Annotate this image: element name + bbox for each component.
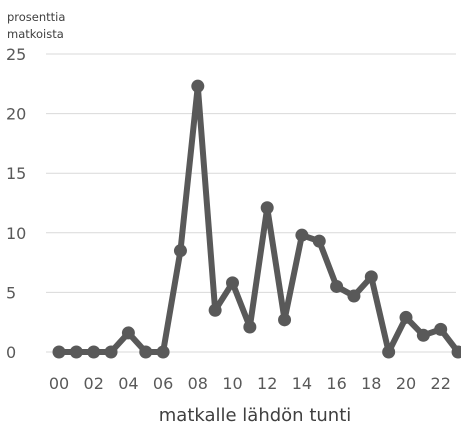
data-point-15 bbox=[313, 235, 326, 248]
series-line-0 bbox=[59, 86, 458, 352]
data-point-09 bbox=[209, 304, 222, 317]
y-tick-label-0: 0 bbox=[6, 343, 16, 362]
data-point-19 bbox=[382, 346, 395, 359]
x-tick-label-22: 22 bbox=[431, 374, 451, 393]
data-point-06 bbox=[157, 346, 170, 359]
y-axis-unit-label-line2: matkoista bbox=[7, 27, 64, 41]
y-tick-label-10: 10 bbox=[6, 224, 26, 243]
data-point-08 bbox=[191, 80, 204, 93]
x-tick-label-18: 18 bbox=[361, 374, 381, 393]
x-tick-label-12: 12 bbox=[257, 374, 277, 393]
y-tick-label-15: 15 bbox=[6, 164, 26, 183]
data-point-12 bbox=[261, 201, 274, 214]
series-layer bbox=[53, 80, 461, 359]
x-axis-title: matkalle lähdön tunti bbox=[159, 405, 352, 426]
data-point-00 bbox=[53, 346, 66, 359]
data-point-14 bbox=[295, 229, 308, 242]
y-tick-label-25: 25 bbox=[6, 45, 26, 64]
x-tick-labels: 00 02 04 06 08 10 12 14 16 18 20 22 bbox=[49, 374, 451, 393]
data-point-01 bbox=[70, 346, 83, 359]
x-tick-label-00: 00 bbox=[49, 374, 69, 393]
data-point-07 bbox=[174, 244, 187, 257]
data-point-18 bbox=[365, 270, 378, 283]
data-point-17 bbox=[347, 289, 360, 302]
x-tick-label-16: 16 bbox=[326, 374, 346, 393]
data-point-13 bbox=[278, 313, 291, 326]
data-point-04 bbox=[122, 326, 135, 339]
data-point-05 bbox=[139, 346, 152, 359]
data-point-11 bbox=[243, 320, 256, 333]
x-tick-label-20: 20 bbox=[396, 374, 416, 393]
x-tick-label-02: 02 bbox=[84, 374, 104, 393]
data-point-03 bbox=[105, 346, 118, 359]
data-point-16 bbox=[330, 280, 343, 293]
y-tick-labels: 0 5 10 15 20 25 bbox=[6, 45, 26, 362]
data-point-10 bbox=[226, 276, 239, 289]
y-axis-unit-label-line1: prosenttia bbox=[7, 10, 65, 24]
data-point-22 bbox=[434, 323, 447, 336]
y-tick-label-5: 5 bbox=[6, 283, 16, 302]
x-tick-label-06: 06 bbox=[153, 374, 173, 393]
data-point-21 bbox=[417, 329, 430, 342]
x-tick-label-08: 08 bbox=[188, 374, 208, 393]
x-tick-label-04: 04 bbox=[118, 374, 138, 393]
data-point-02 bbox=[87, 346, 100, 359]
y-tick-label-20: 20 bbox=[6, 105, 26, 124]
x-tick-label-10: 10 bbox=[222, 374, 242, 393]
x-tick-label-14: 14 bbox=[292, 374, 312, 393]
data-point-20 bbox=[400, 311, 413, 324]
